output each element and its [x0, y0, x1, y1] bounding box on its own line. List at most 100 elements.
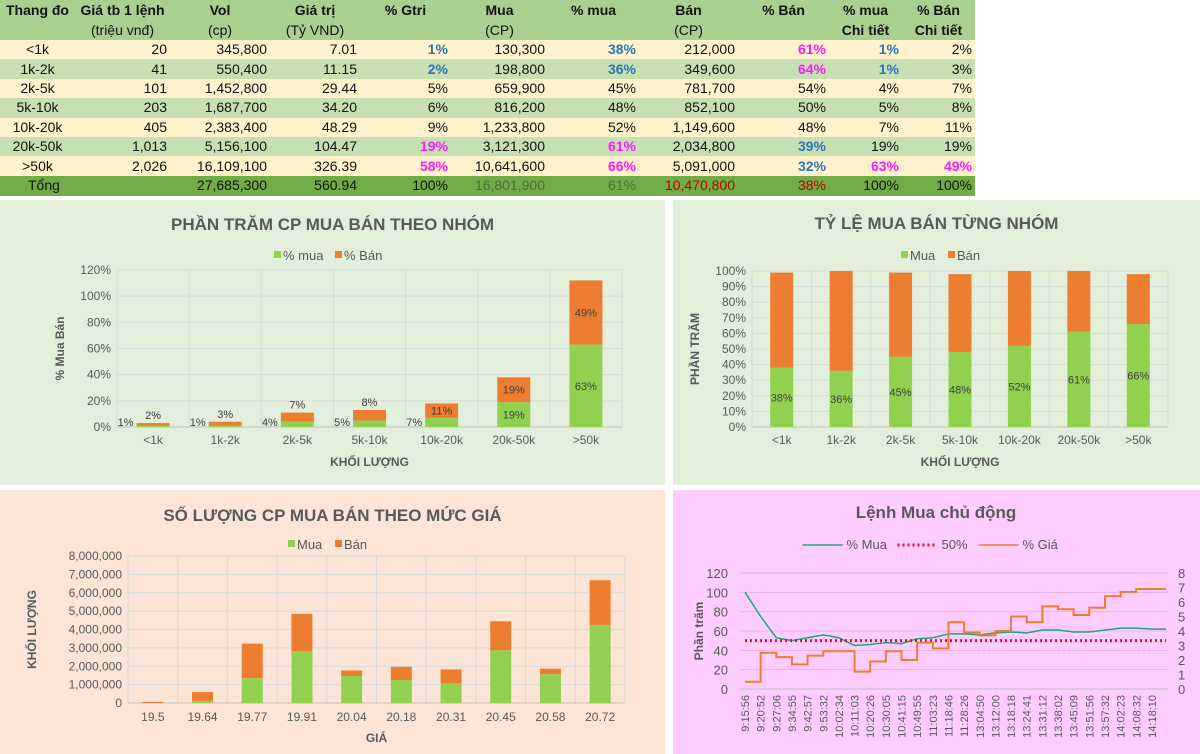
- table-cell: 1,149,600: [639, 117, 738, 137]
- y2-tick-label: 3: [1178, 639, 1185, 654]
- data-label: 38%: [771, 392, 793, 404]
- bar-mua: [192, 700, 214, 703]
- table-row: 1k-2k 41 550,400 11.15 2% 198,800 36% 349,600 64…: [0, 59, 975, 79]
- x-tick-label: 20k-50k: [492, 433, 536, 447]
- y-tick-label: 90%: [722, 280, 746, 294]
- total-cell: 100%: [360, 175, 451, 196]
- y-tick-label: 8,000,000: [69, 549, 123, 563]
- bar-mua: [341, 675, 363, 703]
- data-label: 2%: [145, 410, 161, 422]
- table-cell: 34.20: [270, 98, 360, 118]
- column-header-unit: Chi tiết: [902, 20, 975, 40]
- y-tick-label: 40%: [722, 358, 746, 372]
- total-cell: 27,685,300: [170, 175, 270, 196]
- line-pct-gia: [745, 587, 1166, 683]
- bar-mua: [539, 674, 561, 703]
- column-header: % mua: [548, 0, 639, 20]
- x-tick-label: 13:31:12: [1037, 695, 1049, 738]
- bar-ban: [770, 272, 794, 368]
- table-cell: 20k-50k: [0, 136, 75, 157]
- column-header: % Bán: [902, 0, 975, 20]
- table-cell: 2k-5k: [0, 78, 75, 99]
- legend-item: % mua: [274, 248, 324, 263]
- table-row: 20k-50k 1,013 5,156,100 104.47 19% 3,121,300 6…: [0, 136, 975, 157]
- column-header-unit: [360, 20, 451, 40]
- y-tick-label: 100%: [80, 289, 111, 303]
- table-cell: 45%: [548, 78, 639, 99]
- bar-ban: [241, 643, 263, 679]
- column-header-unit: (CP): [639, 20, 738, 40]
- table-cell: 48.29: [270, 117, 360, 137]
- table-cell: 349,600: [639, 59, 738, 79]
- table-cell: 58%: [360, 156, 451, 176]
- legend-item: 50%: [897, 537, 968, 552]
- table-cell: 816,200: [451, 98, 548, 118]
- data-label: 1%: [118, 417, 134, 429]
- table-cell: 7.01: [270, 40, 360, 60]
- y-tick-label: 30%: [722, 373, 746, 387]
- x-tick-label: 14:18:10: [1147, 695, 1159, 738]
- table-cell: 49%: [902, 156, 975, 176]
- bar-mua: [948, 352, 972, 427]
- table-cell: 41: [75, 59, 170, 79]
- legend-swatch: [288, 540, 295, 547]
- table-cell: 32%: [738, 156, 829, 176]
- table-row: 10k-20k 405 2,383,400 48.29 9% 1,233,800 52% 1,…: [0, 117, 975, 137]
- x-tick-label: 5k-10k: [942, 433, 979, 447]
- table-cell: 19%: [360, 136, 451, 157]
- bar-ban: [539, 668, 561, 675]
- data-label: 36%: [830, 394, 852, 406]
- bar-mua: [889, 356, 913, 427]
- bar-ban: [208, 421, 242, 426]
- table-cell: 203: [75, 98, 170, 118]
- bar-mua: [569, 344, 603, 427]
- legend-swatch: [274, 251, 281, 258]
- x-tick-label: 13:51:56: [1084, 695, 1096, 738]
- column-header: Giá tb 1 lệnh: [75, 0, 170, 20]
- chart-title: TỶ LỆ MUA BÁN TỪNG NHÓM: [815, 214, 1059, 233]
- total-cell: Tổng: [0, 175, 75, 196]
- y-tick-label: 60%: [87, 342, 111, 356]
- x-tick-label: 14:02:23: [1116, 695, 1128, 738]
- y-tick-label: 1,000,000: [69, 678, 123, 692]
- x-tick-label: 19.77: [237, 710, 267, 724]
- x-tick-label: 1k-2k: [826, 433, 856, 447]
- x-tick-label: 11:18:46: [943, 695, 955, 737]
- bar-mua: [425, 417, 459, 427]
- data-label: 5%: [334, 417, 350, 429]
- bar-ban: [192, 691, 214, 701]
- bar-ban: [390, 666, 412, 681]
- table-cell: 2,383,400: [170, 117, 270, 137]
- data-label: 19%: [503, 385, 525, 397]
- table-cell: 1,233,800: [451, 117, 548, 137]
- chart-title: PHẦN TRĂM CP MUA BÁN THEO NHÓM: [171, 215, 494, 234]
- y-axis-title: PHẦN TRĂM: [687, 313, 702, 385]
- table-cell: 10k-20k: [0, 117, 75, 137]
- y-tick-label: 4,000,000: [69, 623, 123, 637]
- legend-item: Bán: [948, 248, 980, 263]
- x-tick-label: <1k: [143, 433, 164, 447]
- x-tick-label: 1k-2k: [211, 433, 241, 447]
- chart-percent-by-group: PHẦN TRĂM CP MUA BÁN THEO NHÓM % mua % Bán…: [0, 200, 665, 485]
- y-tick-label: 10%: [722, 404, 746, 418]
- legend-swatch: [335, 251, 342, 258]
- x-tick-label: 13:12:00: [990, 695, 1002, 738]
- bar-ban: [497, 377, 531, 403]
- table-cell: 50%: [738, 98, 829, 118]
- table-cell: 101: [75, 78, 170, 99]
- table-cell: 64%: [738, 59, 829, 79]
- bar-mua: [770, 367, 794, 427]
- legend-item: % Giá: [978, 537, 1059, 552]
- x-axis-title: KHỐI LƯỢNG: [921, 454, 1000, 469]
- bar-mua: [440, 683, 462, 703]
- bar-mua: [829, 370, 853, 427]
- table-cell: 659,900: [451, 78, 548, 99]
- bar-ban: [341, 670, 363, 676]
- table-cell: 36%: [548, 59, 639, 79]
- bar-mua: [1007, 345, 1031, 427]
- y-tick-label: 60: [714, 624, 728, 639]
- table-cell: 6%: [360, 98, 451, 118]
- legend-swatch: [948, 251, 955, 258]
- x-tick-label: 11:28:26: [959, 695, 971, 737]
- total-cell: 16,801,900: [451, 175, 548, 196]
